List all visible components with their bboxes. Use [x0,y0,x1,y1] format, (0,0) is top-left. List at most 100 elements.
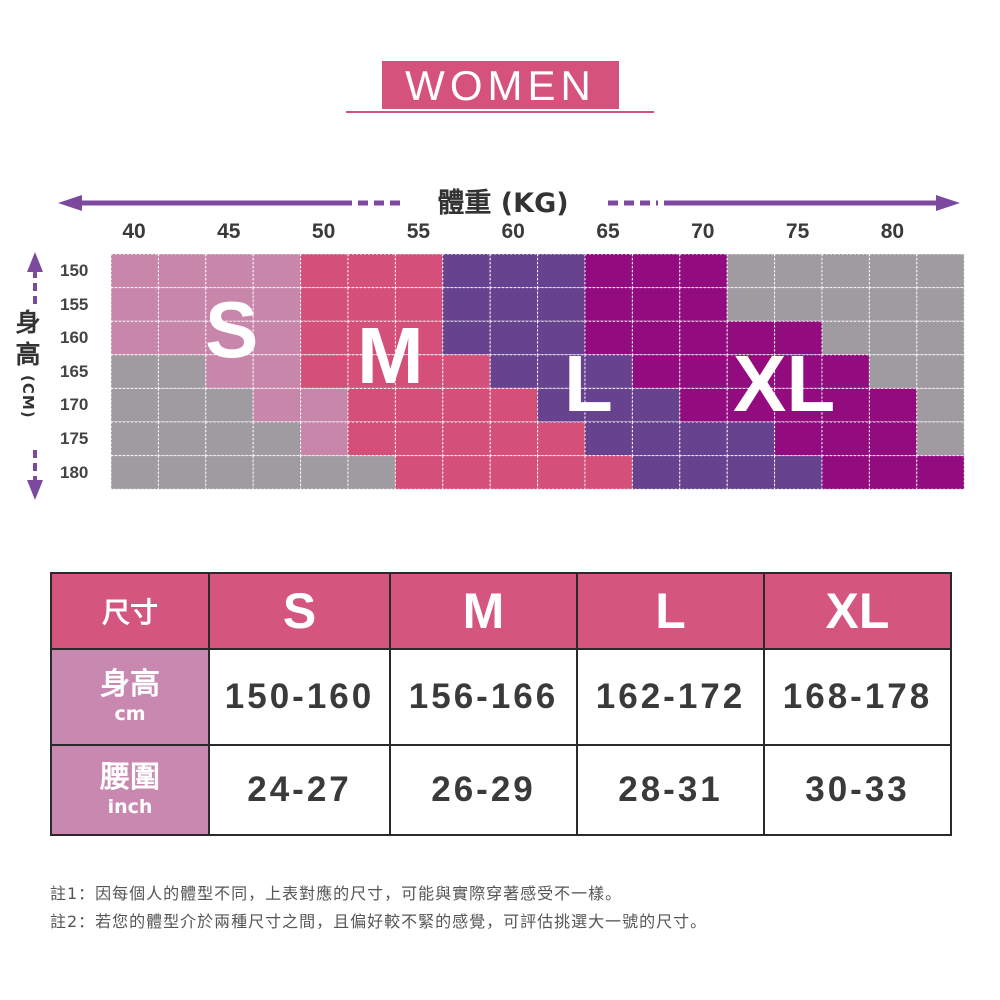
note-1: 註1：因每個人的體型不同，上表對應的尺寸，可能與實際穿著感受不一樣。 [50,884,623,903]
row-label-height-text: 身高 [100,667,160,702]
heatmap-cell-160-65 [584,320,633,356]
x-tick-80: 80 [880,220,905,243]
heatmap-cell-175-55 [394,421,444,457]
size-label-xl: XL [733,339,836,428]
heatmap-cell-165-42.5 [157,354,207,389]
size-table: 尺寸 S M L XL 身高 cm 150-160 156-166 162-17… [50,572,952,836]
heatmap-cell-160-82.5 [916,320,965,356]
heatmap-cell-170-62.5 [537,387,586,423]
heatmap-cell-180-82.5 [916,455,965,490]
size-label-l: L [564,339,613,428]
waist-value-m: 26-29 [389,744,578,836]
heatmap-cell-150-77.5 [821,253,870,289]
heatmap-cell-175-62.5 [537,421,586,457]
heatmap-cell-175-82.5 [916,421,965,457]
heatmap-cell-165-82.5 [916,354,965,389]
heatmap-cell-175-45 [205,421,254,457]
row-label-waist-unit: inch [107,796,153,818]
heatmap-cell-165-70 [679,354,728,389]
heatmap-cell-150-55 [394,253,444,289]
y-tick-175: 175 [60,429,89,448]
note-2: 註2：若您的體型介於兩種尺寸之間，且偏好較不緊的感覺，可評估挑選大一號的尺寸。 [50,912,708,931]
heatmap-cell-160-40 [110,320,159,356]
title-underline [346,111,654,113]
x-tick-50: 50 [311,220,336,243]
heatmap-cell-175-72.5 [726,421,776,457]
heatmap-cell-175-47.5 [252,421,302,457]
heatmap-cell-165-80 [868,354,918,389]
heatmap-cell-165-40 [110,354,159,389]
size-header-s: S [208,572,391,650]
height-value-m: 156-166 [389,648,578,746]
waist-value-l: 28-31 [576,744,765,836]
heatmap-cell-165-62.5 [537,354,586,389]
heatmap-cell-150-40 [110,253,159,289]
heatmap-cell-150-57.5 [442,253,491,289]
heatmap-cell-155-67.5 [631,287,681,322]
heatmap-cell-170-42.5 [157,387,207,423]
heatmap-cell-160-57.5 [442,320,491,356]
heatmap-cell-170-50 [300,387,349,423]
heatmap-cell-155-72.5 [726,287,776,322]
heatmap-cell-155-82.5 [916,287,965,322]
x-tick-40: 40 [122,220,146,243]
heatmap-cell-175-50 [300,421,349,457]
table-row-height: 身高 cm 150-160 156-166 162-172 168-178 [50,648,952,746]
heatmap-cell-180-80 [868,455,918,490]
heatmap-cell-170-47.5 [252,387,302,423]
heatmap-cell-160-70 [679,320,728,356]
heatmap-cell-160-67.5 [631,320,681,356]
heatmap-cell-155-70 [679,287,728,322]
y-tick-165: 165 [60,361,89,381]
heatmap-cell-175-52.5 [347,421,396,457]
heatmap-cell-170-65 [584,387,633,423]
heatmap-cell-150-60 [489,253,539,289]
heatmap-cell-165-77.5 [821,354,870,389]
heatmap-cell-165-60 [489,354,539,389]
y-axis-label: 身高 (CM) [8,307,48,447]
row-label-waist-text: 腰圍 [100,760,160,795]
weight-axis-arrow [58,195,960,211]
heatmap-cell-150-75 [774,253,823,289]
heatmap-cell-160-80 [868,320,918,356]
row-label-waist: 腰圍 inch [50,744,210,836]
heatmap-cell-155-80 [868,287,918,322]
heatmap-cell-150-62.5 [537,253,586,289]
x-tick-65: 65 [596,220,620,243]
x-axis-label: 體重 (KG) [437,188,569,219]
heatmap-cell-170-45 [205,387,254,423]
table-row-waist: 腰圍 inch 24-27 26-29 28-31 30-33 [50,744,952,836]
heatmap-cell-150-72.5 [726,253,776,289]
heatmap-cell-155-75 [774,287,823,322]
size-header-m: M [389,572,578,650]
heatmap-cell-160-47.5 [252,320,302,356]
size-label-s: S [205,285,259,374]
y-tick-150: 150 [60,261,89,280]
heatmap-cell-180-65 [584,455,633,490]
heatmap-cell-180-60 [489,455,539,490]
x-tick-55: 55 [406,220,431,243]
heatmap-cell-175-40 [110,421,159,457]
size-header-label: 尺寸 [50,572,210,650]
heatmap-cell-150-50 [300,253,349,289]
heatmap-cell-165-67.5 [631,354,681,389]
heatmap-cell-165-57.5 [442,354,491,389]
heatmap-cell-175-57.5 [442,421,491,457]
height-axis-arrow [27,252,43,500]
heatmap-cell-155-60 [489,287,539,322]
heatmap-cell-175-80 [868,421,918,457]
x-tick-60: 60 [501,220,525,243]
row-label-height-unit: cm [114,703,146,725]
size-header-l: L [576,572,765,650]
heatmap-cell-180-75 [774,455,823,490]
y-tick-160: 160 [60,328,89,348]
heatmap-cell-180-67.5 [631,455,681,490]
heatmap-cell-150-42.5 [157,253,207,289]
heatmap-cell-150-65 [584,253,633,289]
heatmap-cell-170-70 [679,387,728,423]
x-tick-70: 70 [691,220,715,243]
heatmap-cell-180-55 [394,455,444,490]
y-axis-label-main: 身高 [15,308,41,369]
heatmap-cell-160-42.5 [157,320,207,356]
heatmap-cell-150-70 [679,253,728,289]
